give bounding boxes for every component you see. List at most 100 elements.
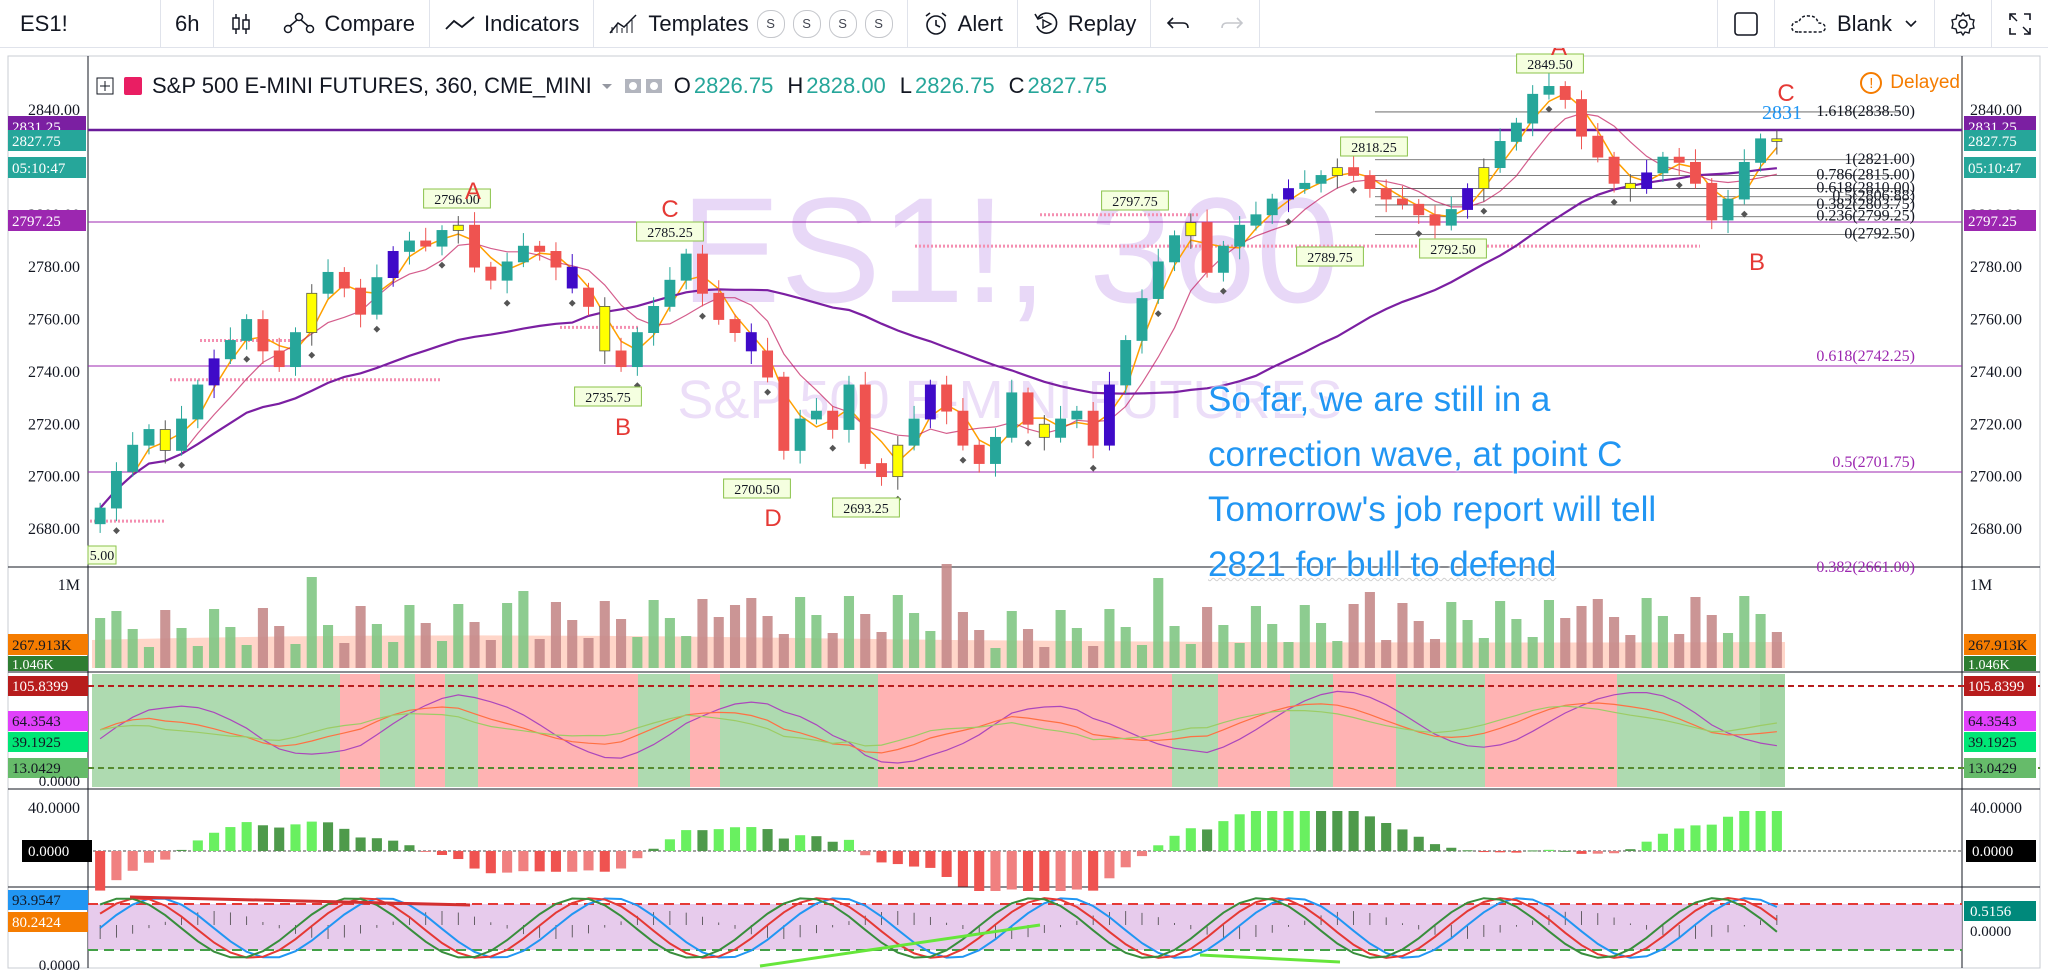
- volume-bar[interactable]: [974, 630, 985, 668]
- series-title[interactable]: S&P 500 E-MINI FUTURES, 360, CME_MINI: [152, 73, 592, 98]
- divergence-line[interactable]: [759, 923, 1041, 968]
- candle[interactable]: [973, 444, 985, 464]
- candle[interactable]: [599, 306, 611, 352]
- candle[interactable]: [224, 340, 236, 360]
- volume-bar[interactable]: [225, 627, 236, 668]
- volume-bar[interactable]: [925, 631, 936, 668]
- candle[interactable]: [452, 224, 464, 231]
- candle[interactable]: [241, 319, 253, 341]
- histogram-bar[interactable]: [1348, 811, 1359, 851]
- candle[interactable]: [1087, 410, 1099, 446]
- candle[interactable]: [1250, 214, 1262, 226]
- volume-bar[interactable]: [827, 633, 838, 668]
- indicators-button[interactable]: Indicators: [430, 0, 593, 48]
- candle[interactable]: [583, 287, 594, 307]
- histogram-bar[interactable]: [892, 851, 903, 865]
- candle[interactable]: [1608, 156, 1620, 184]
- volume-bar[interactable]: [648, 600, 659, 668]
- candle[interactable]: [1364, 175, 1376, 189]
- candle[interactable]: [794, 418, 806, 451]
- histogram-bar[interactable]: [176, 849, 187, 851]
- volume-bar[interactable]: [1722, 633, 1734, 668]
- volume-bar[interactable]: [778, 634, 789, 668]
- candle[interactable]: [762, 350, 774, 378]
- histogram-bar[interactable]: [274, 827, 285, 851]
- histogram-bar[interactable]: [762, 829, 773, 851]
- candle[interactable]: [859, 384, 871, 464]
- volume-bar[interactable]: [1039, 647, 1050, 668]
- histogram-bar[interactable]: [355, 837, 366, 851]
- candle[interactable]: [1103, 384, 1115, 446]
- histogram-bar[interactable]: [925, 851, 936, 868]
- volume-bar[interactable]: [1674, 634, 1685, 668]
- histogram-bar[interactable]: [1657, 833, 1668, 851]
- histogram-bar[interactable]: [1381, 822, 1392, 851]
- compare-button[interactable]: Compare: [268, 0, 428, 48]
- candle[interactable]: [338, 271, 350, 289]
- volume-bar[interactable]: [436, 641, 448, 668]
- histogram-bar[interactable]: [1006, 851, 1017, 890]
- baseline-line[interactable]: [99, 705, 1777, 747]
- histogram-bar[interactable]: [290, 824, 301, 851]
- volume-bar[interactable]: [860, 614, 871, 668]
- histogram-bar[interactable]: [1706, 824, 1717, 851]
- volume-bar[interactable]: [290, 644, 301, 668]
- histogram-bar[interactable]: [306, 821, 317, 851]
- volume-bar[interactable]: [241, 645, 252, 668]
- candle[interactable]: [908, 418, 920, 446]
- candle[interactable]: [631, 332, 643, 368]
- histogram-bar[interactable]: [160, 851, 171, 860]
- histogram-bar[interactable]: [729, 827, 741, 851]
- candle[interactable]: [371, 277, 383, 315]
- volume-bar[interactable]: [990, 648, 1001, 668]
- volume-bar[interactable]: [1267, 624, 1278, 668]
- histogram-bar[interactable]: [876, 851, 887, 863]
- volume-bar[interactable]: [371, 624, 382, 668]
- histogram-bar[interactable]: [485, 851, 496, 874]
- candle[interactable]: [273, 350, 285, 368]
- histogram-bar[interactable]: [746, 827, 757, 851]
- volume-bar[interactable]: [681, 636, 692, 668]
- candle[interactable]: [143, 429, 155, 446]
- volume-bar[interactable]: [1560, 618, 1571, 668]
- volume-bar[interactable]: [1234, 643, 1245, 668]
- volume-bar[interactable]: [1104, 609, 1115, 668]
- histogram-bar[interactable]: [1478, 851, 1489, 853]
- histogram-bar[interactable]: [1364, 816, 1375, 851]
- candle[interactable]: [1348, 167, 1360, 176]
- candle[interactable]: [1022, 392, 1034, 425]
- histogram-bar[interactable]: [681, 830, 692, 851]
- volume-bar[interactable]: [892, 595, 903, 668]
- candle[interactable]: [534, 245, 546, 252]
- volume-bar[interactable]: [1153, 578, 1164, 668]
- candle[interactable]: [892, 444, 904, 478]
- histogram-bar[interactable]: [1592, 851, 1603, 854]
- candle[interactable]: [1478, 167, 1490, 189]
- volume-bar[interactable]: [729, 605, 741, 668]
- histogram-bar[interactable]: [1576, 851, 1587, 854]
- histogram-bar[interactable]: [420, 851, 431, 852]
- histogram-bar[interactable]: [502, 851, 513, 873]
- histogram-bar[interactable]: [1218, 821, 1229, 851]
- histogram-bar[interactable]: [1234, 814, 1245, 851]
- histogram-bar[interactable]: [453, 851, 464, 860]
- volume-bar[interactable]: [632, 637, 643, 668]
- fullscreen-button[interactable]: [1992, 0, 2048, 48]
- candle[interactable]: [1185, 222, 1197, 237]
- histogram-bar[interactable]: [1609, 851, 1620, 854]
- candle[interactable]: [1738, 161, 1750, 200]
- caret-down-icon[interactable]: [600, 79, 614, 93]
- histogram-bar[interactable]: [241, 822, 252, 851]
- candle[interactable]: [1576, 99, 1587, 137]
- candle[interactable]: [127, 444, 139, 472]
- candle[interactable]: [713, 292, 725, 320]
- candle[interactable]: [1038, 423, 1050, 438]
- histogram-bar[interactable]: [1022, 851, 1034, 891]
- candle[interactable]: [1169, 235, 1180, 263]
- chart-style-button[interactable]: [214, 0, 268, 48]
- candle[interactable]: [1315, 175, 1327, 184]
- candle[interactable]: [1136, 298, 1148, 341]
- histogram-bar[interactable]: [778, 838, 789, 851]
- volume-bar[interactable]: [1283, 642, 1294, 668]
- candle[interactable]: [1152, 261, 1164, 299]
